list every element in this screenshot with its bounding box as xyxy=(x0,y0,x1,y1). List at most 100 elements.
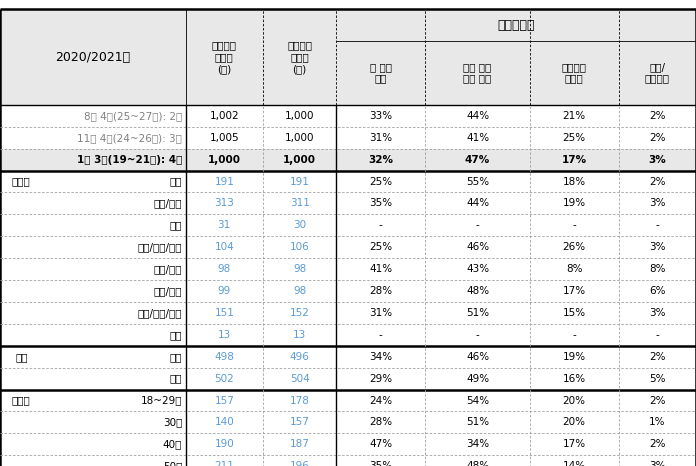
Text: -: - xyxy=(572,330,576,340)
Text: 1,002: 1,002 xyxy=(209,111,239,121)
Bar xyxy=(0,302,696,324)
Text: 3%: 3% xyxy=(649,155,666,164)
Text: 35%: 35% xyxy=(370,199,393,208)
Text: 1,005: 1,005 xyxy=(209,133,239,143)
Text: 지급하지
말아야: 지급하지 말아야 xyxy=(562,62,587,84)
Text: 대구/경북: 대구/경북 xyxy=(154,286,182,296)
Bar xyxy=(0,324,696,346)
Text: 496: 496 xyxy=(290,352,310,362)
Text: 2%: 2% xyxy=(649,177,665,186)
Text: 8%: 8% xyxy=(649,264,665,274)
Text: 191: 191 xyxy=(214,177,235,186)
Text: 19%: 19% xyxy=(562,199,586,208)
Text: 47%: 47% xyxy=(465,155,490,164)
Text: 1,000: 1,000 xyxy=(285,133,315,143)
Text: 498: 498 xyxy=(214,352,235,362)
Text: 44%: 44% xyxy=(466,199,489,208)
Text: 46%: 46% xyxy=(466,352,489,362)
Text: 48%: 48% xyxy=(466,286,489,296)
Text: 33%: 33% xyxy=(370,111,393,121)
Text: 1월 3주(19~21일): 4차: 1월 3주(19~21일): 4차 xyxy=(77,155,182,164)
Text: 모름/
응답거절: 모름/ 응답거절 xyxy=(644,62,670,84)
Text: 30: 30 xyxy=(293,220,306,230)
Text: 50대: 50대 xyxy=(163,461,182,466)
Bar xyxy=(0,411,696,433)
Text: -: - xyxy=(475,220,480,230)
Text: 157: 157 xyxy=(290,418,310,427)
Text: 98: 98 xyxy=(218,264,231,274)
Text: 504: 504 xyxy=(290,374,310,384)
Text: 18~29세: 18~29세 xyxy=(141,396,182,405)
Bar xyxy=(0,171,696,192)
Text: 17%: 17% xyxy=(562,286,586,296)
Text: 6%: 6% xyxy=(649,286,665,296)
Text: 대전/세종/충청: 대전/세종/충청 xyxy=(138,242,182,252)
Bar xyxy=(0,127,696,149)
Text: 21%: 21% xyxy=(562,111,586,121)
Text: 31: 31 xyxy=(218,220,231,230)
Text: 178: 178 xyxy=(290,396,310,405)
Text: 제주: 제주 xyxy=(170,330,182,340)
Text: 49%: 49% xyxy=(466,374,489,384)
Text: 19%: 19% xyxy=(562,352,586,362)
Text: 부산/울산/경남: 부산/울산/경남 xyxy=(138,308,182,318)
Text: 서울: 서울 xyxy=(170,177,182,186)
Text: 3%: 3% xyxy=(649,242,665,252)
Text: 191: 191 xyxy=(290,177,310,186)
Text: 28%: 28% xyxy=(370,286,393,296)
Bar xyxy=(0,105,696,127)
Text: 강원: 강원 xyxy=(170,220,182,230)
Text: 2%: 2% xyxy=(649,439,665,449)
Text: 25%: 25% xyxy=(370,177,393,186)
Bar xyxy=(0,390,696,411)
Text: 196: 196 xyxy=(290,461,310,466)
Text: -: - xyxy=(379,220,383,230)
Text: 2%: 2% xyxy=(649,352,665,362)
Text: 성별: 성별 xyxy=(15,352,28,362)
Text: 48%: 48% xyxy=(466,461,489,466)
Text: 3%: 3% xyxy=(649,308,665,318)
Text: 99: 99 xyxy=(218,286,231,296)
Text: 1%: 1% xyxy=(649,418,665,427)
Text: 31%: 31% xyxy=(370,133,393,143)
Bar xyxy=(0,192,696,214)
Text: 98: 98 xyxy=(293,264,306,274)
Text: 인천/경기: 인천/경기 xyxy=(154,199,182,208)
Bar xyxy=(0,236,696,258)
Text: 41%: 41% xyxy=(466,133,489,143)
Text: 35%: 35% xyxy=(370,461,393,466)
Bar xyxy=(0,368,696,390)
Text: 502: 502 xyxy=(214,374,234,384)
Text: 2020/2021년: 2020/2021년 xyxy=(55,51,130,63)
Text: 소득 고려
선별 지급: 소득 고려 선별 지급 xyxy=(464,62,491,84)
Bar xyxy=(0,149,696,171)
Text: 여성: 여성 xyxy=(170,374,182,384)
Text: 30대: 30대 xyxy=(163,418,182,427)
Bar xyxy=(0,433,696,455)
Text: 남성: 남성 xyxy=(170,352,182,362)
Text: 조사완료
사례수
(명): 조사완료 사례수 (명) xyxy=(212,41,237,74)
Text: 55%: 55% xyxy=(466,177,489,186)
Text: 151: 151 xyxy=(214,308,235,318)
Bar xyxy=(0,258,696,280)
Text: 98: 98 xyxy=(293,286,306,296)
Bar xyxy=(0,346,696,368)
Text: 연령별: 연령별 xyxy=(12,396,31,405)
Text: 104: 104 xyxy=(214,242,234,252)
Text: 140: 140 xyxy=(214,418,234,427)
Text: -: - xyxy=(379,330,383,340)
Text: -: - xyxy=(656,330,659,340)
Text: 46%: 46% xyxy=(466,242,489,252)
Text: 1,000: 1,000 xyxy=(285,111,315,121)
Text: 25%: 25% xyxy=(562,133,586,143)
Text: 3%: 3% xyxy=(649,461,665,466)
Text: 28%: 28% xyxy=(370,418,393,427)
Text: 313: 313 xyxy=(214,199,235,208)
Text: 187: 187 xyxy=(290,439,310,449)
Text: 157: 157 xyxy=(214,396,235,405)
Text: 211: 211 xyxy=(214,461,235,466)
Text: 41%: 41% xyxy=(370,264,393,274)
Text: 34%: 34% xyxy=(370,352,393,362)
Text: 106: 106 xyxy=(290,242,310,252)
Text: 20%: 20% xyxy=(562,418,586,427)
